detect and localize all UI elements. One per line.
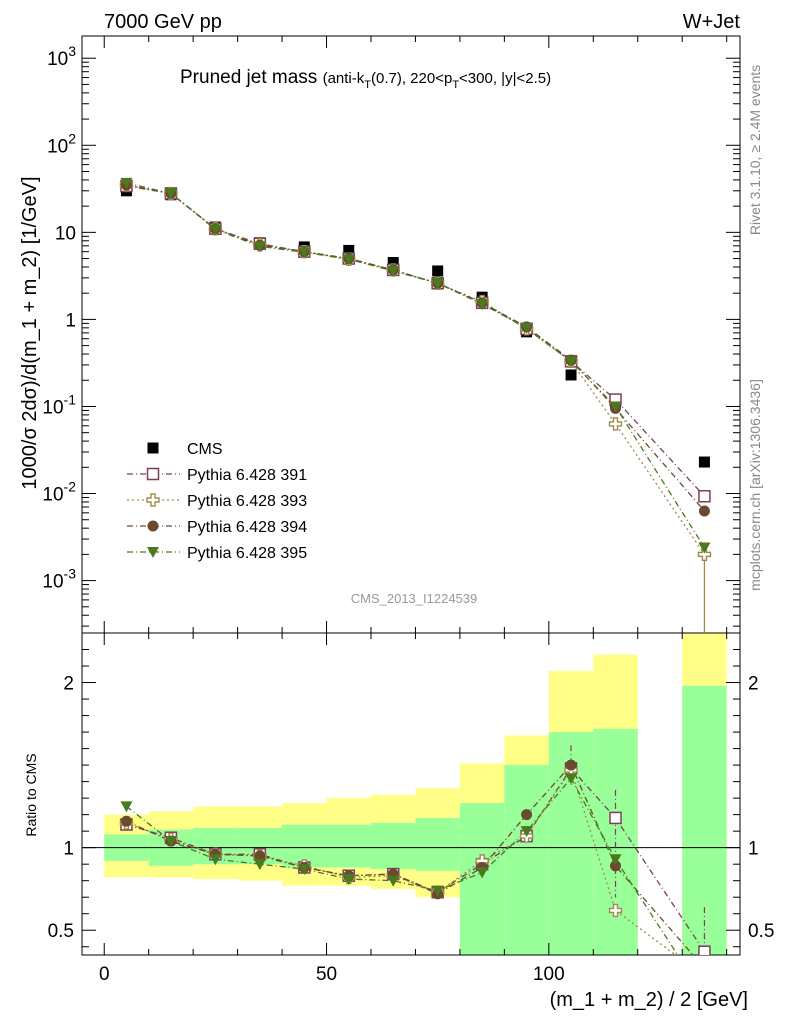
legend-marker-cms <box>147 442 159 454</box>
green-band <box>326 824 371 868</box>
x-tick-label: 50 <box>316 964 337 985</box>
legend: CMS Pythia 6.428 391 Pythia 6.428 393 Pythi… <box>127 441 307 562</box>
ratio-point-pythia-6-428-395 <box>520 826 533 838</box>
ratio-frame <box>81 632 741 956</box>
point-pythia-6-428-395 <box>520 322 533 334</box>
ratio-point-pythia-6-428-395 <box>565 773 578 785</box>
main-y-axis-label: 1000/σ 2dσ)/d(m_1 + m_2) [1/GeV] <box>19 176 41 489</box>
ratio-y-tick-label-right: 2 <box>748 674 759 695</box>
point-cms <box>432 265 444 277</box>
x-axis-label: (m_1 + m_2) / 2 [GeV] <box>550 989 748 1011</box>
legend-label-cms: CMS <box>187 441 223 458</box>
ratio-y-tick-label-right: 0.5 <box>748 921 774 942</box>
y-tick-label: 10-3 <box>42 566 76 593</box>
legend-label-pythia-6-428-391: Pythia 6.428 391 <box>187 467 307 484</box>
ratio-point-pythia-6-428-395 <box>298 864 311 876</box>
y-tick-label: 1 <box>65 310 76 331</box>
y-tick-label: 102 <box>47 130 76 157</box>
ratio-point-pythia-6-428-395 <box>387 875 400 887</box>
ratio-point-pythia-6-428-395 <box>609 854 622 866</box>
mcplots-label: mcplots.cern.ch [arXiv:1306.3436] <box>747 379 763 591</box>
point-pythia-6-428-395 <box>476 299 489 311</box>
ratio-point-pythia-6-428-394 <box>610 860 622 872</box>
point-cms <box>343 244 355 256</box>
analysis-watermark: CMS_2013_I1224539 <box>351 591 478 606</box>
point-pythia-6-428-395 <box>431 278 444 290</box>
legend-label-pythia-6-428-393: Pythia 6.428 393 <box>187 493 307 510</box>
point-pythia-6-428-395 <box>387 265 400 277</box>
ratio-point-pythia-6-428-395 <box>164 836 177 848</box>
ratio-point-pythia-6-428-395 <box>431 885 444 897</box>
point-pythia-6-428-395 <box>120 177 133 189</box>
green-band <box>682 685 727 955</box>
point-cms <box>698 456 710 468</box>
header-left: 7000 GeV pp <box>104 11 222 33</box>
legend-marker-pythia-6-428-393 <box>146 493 160 507</box>
rivet-label: Rivet 3.1.10, ≥ 2.4M events <box>747 65 763 235</box>
x-tick-label: 0 <box>99 964 110 985</box>
ratio-y-tick-label: 2 <box>63 674 74 695</box>
point-pythia-6-428-393 <box>608 417 623 431</box>
legend-label-pythia-6-428-395: Pythia 6.428 395 <box>187 545 307 562</box>
point-pythia-6-428-393 <box>697 547 712 562</box>
main-frame <box>81 35 741 634</box>
green-band <box>370 822 416 870</box>
y-tick-label: 10 <box>55 223 76 244</box>
green-band <box>504 765 549 955</box>
main-series <box>119 177 712 633</box>
ratio-series <box>119 745 711 955</box>
ratio-y-tick-label: 0.5 <box>48 921 74 942</box>
x-tick-label: 100 <box>533 964 565 985</box>
ratio-point-pythia-6-428-391 <box>698 945 711 955</box>
y-tick-label: 10-2 <box>42 479 76 506</box>
point-pythia-6-428-395 <box>609 401 622 413</box>
point-pythia-6-428-395 <box>698 542 711 554</box>
point-pythia-6-428-394 <box>698 505 710 517</box>
ratio-point-pythia-6-428-393 <box>608 903 623 918</box>
point-cms <box>387 257 399 269</box>
point-pythia-6-428-395 <box>209 224 222 236</box>
legend-label-pythia-6-428-394: Pythia 6.428 394 <box>187 519 307 536</box>
chart-title: Pruned jet mass (anti-kT(0.7), 220<pT<30… <box>180 67 551 91</box>
ratio-y-tick-label: 1 <box>63 839 74 860</box>
point-pythia-6-428-391 <box>698 490 711 503</box>
ratio-point-pythia-6-428-394 <box>120 815 132 827</box>
ratio-point-pythia-6-428-394 <box>565 759 577 771</box>
ratio-point-pythia-6-428-395 <box>253 859 266 871</box>
legend-marker-pythia-6-428-391 <box>146 467 160 481</box>
ratio-point-pythia-6-428-395 <box>209 854 222 866</box>
green-band <box>415 817 460 871</box>
y-tick-label: 103 <box>47 43 76 70</box>
legend-marker-pythia-6-428-394 <box>147 520 159 532</box>
point-pythia-6-428-395 <box>298 247 311 259</box>
point-pythia-6-428-395 <box>342 254 355 266</box>
y-tick-label: 10-1 <box>42 391 76 418</box>
green-band <box>459 803 505 955</box>
ratio-point-pythia-6-428-394 <box>254 850 266 862</box>
ratio-point-pythia-6-428-395 <box>120 801 133 813</box>
point-pythia-6-428-395 <box>565 356 578 368</box>
legend-marker-pythia-6-428-395 <box>147 547 159 558</box>
ratio-point-pythia-6-428-391 <box>609 811 622 825</box>
ratio-point-pythia-6-428-395 <box>342 874 355 886</box>
point-pythia-6-428-395 <box>253 241 266 253</box>
ratio-point-pythia-6-428-394 <box>521 809 533 821</box>
ratio-point-pythia-6-428-395 <box>476 867 489 879</box>
ratio-y-tick-label-right: 1 <box>748 839 759 860</box>
ratio-y-axis-label: Ratio to CMS <box>23 753 39 836</box>
point-cms <box>565 369 577 381</box>
point-pythia-6-428-395 <box>164 188 177 200</box>
ratio-panel <box>82 633 740 955</box>
header-right: W+Jet <box>683 11 741 33</box>
